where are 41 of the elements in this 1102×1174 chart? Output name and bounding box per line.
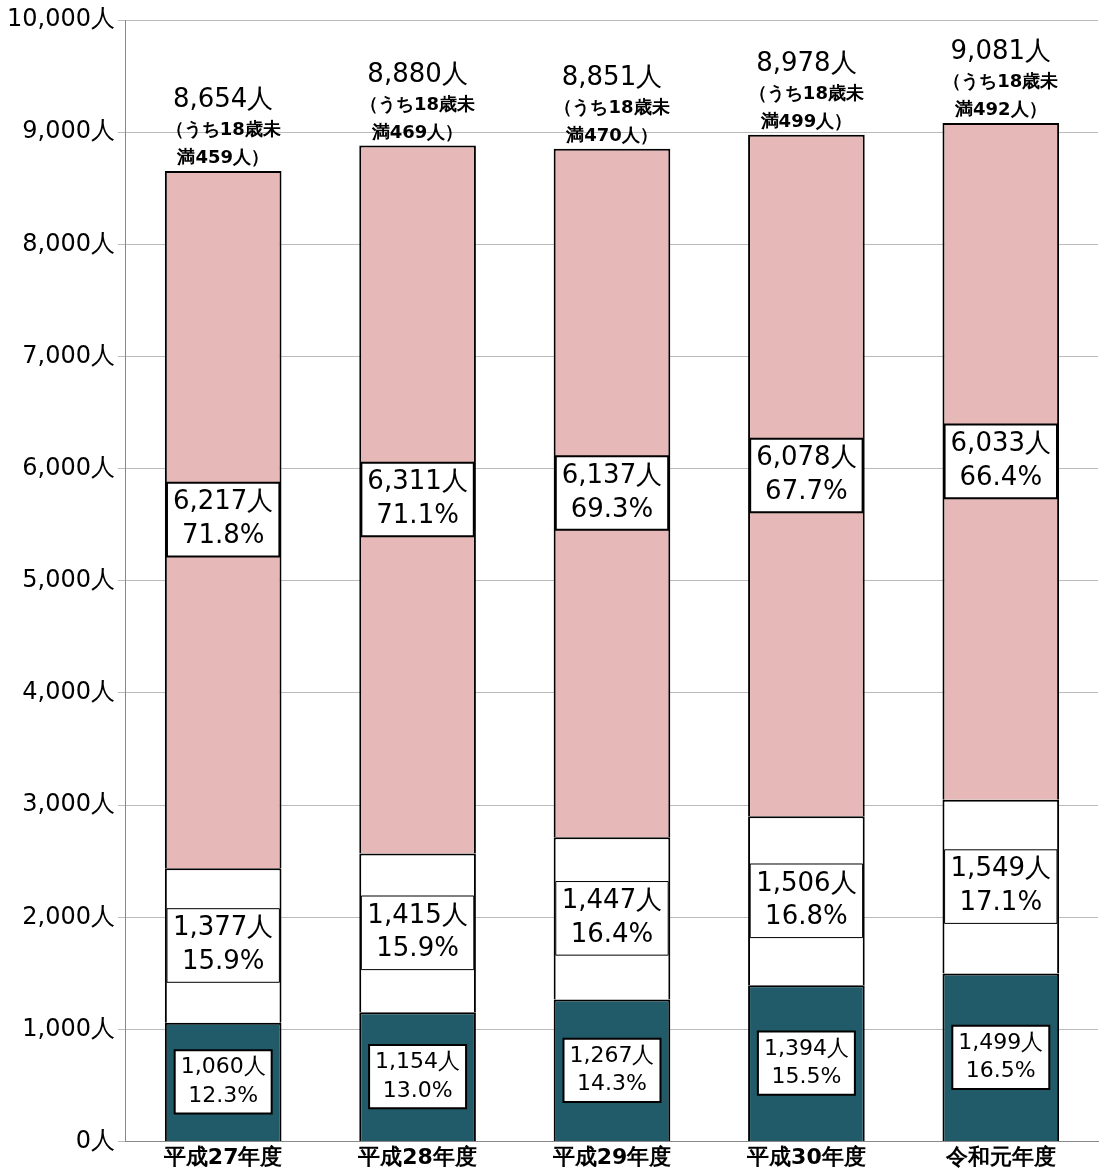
data-label: 6,033人 66.4%: [950, 427, 1052, 492]
annotation: （うち18歳未満459人）: [165, 117, 281, 167]
y-tick-label: 10,000人: [6, 4, 115, 33]
data-label: 1,499人 16.5%: [958, 1028, 1044, 1083]
y-tick-label: 0人: [75, 1125, 115, 1154]
data-label: 1,415人 15.9%: [367, 898, 468, 963]
annotation: （うち18歳未満470人）: [554, 95, 670, 145]
x-tick-label: 令和元年度: [944, 1143, 1056, 1169]
data-label: 1,377人 15.9%: [172, 911, 274, 976]
total-label: 8,851人: [561, 60, 663, 91]
x-tick-label: 平成27年度: [162, 1143, 283, 1169]
x-tick-label: 平成29年度: [551, 1143, 672, 1169]
x-tick-label: 平成28年度: [357, 1143, 477, 1169]
annotation: （うち18歳未満469人）: [360, 92, 476, 142]
y-tick-label: 6,000人: [22, 452, 115, 481]
total-label: 8,654人: [172, 82, 274, 113]
y-tick-label: 7,000人: [22, 340, 115, 369]
total-label: 9,081人: [950, 35, 1052, 66]
data-label: 1,267人 14.3%: [569, 1041, 655, 1096]
total-label: 8,880人: [367, 57, 468, 88]
data-label: 6,217人 71.8%: [172, 485, 274, 550]
data-label: 6,078人 67.7%: [756, 441, 857, 506]
data-label: 1,549人 17.1%: [950, 852, 1052, 917]
y-tick-label: 2,000人: [22, 901, 115, 930]
annotation: （うち18歳未満492人）: [943, 70, 1059, 120]
y-tick-label: 3,000人: [22, 789, 115, 818]
data-label: 1,060人 12.3%: [180, 1053, 266, 1107]
y-tick-label: 4,000人: [22, 677, 115, 706]
data-label: 1,394人 15.5%: [763, 1034, 849, 1089]
y-tick-label: 1,000人: [22, 1013, 115, 1042]
data-label: 1,447人 16.4%: [561, 884, 663, 948]
total-label: 8,978人: [756, 46, 857, 77]
annotation: （うち18歳未満499人）: [748, 81, 864, 131]
y-tick-label: 5,000人: [22, 565, 115, 594]
data-label: 1,506人 16.8%: [756, 866, 857, 931]
data-label: 1,154人 13.0%: [375, 1048, 461, 1102]
y-tick-label: 8,000人: [22, 228, 115, 257]
data-label: 6,137人 69.3%: [561, 458, 663, 523]
x-tick-label: 平成30年度: [746, 1143, 866, 1169]
data-label: 6,311人 71.1%: [367, 465, 468, 530]
y-tick-label: 9,000人: [22, 116, 115, 145]
